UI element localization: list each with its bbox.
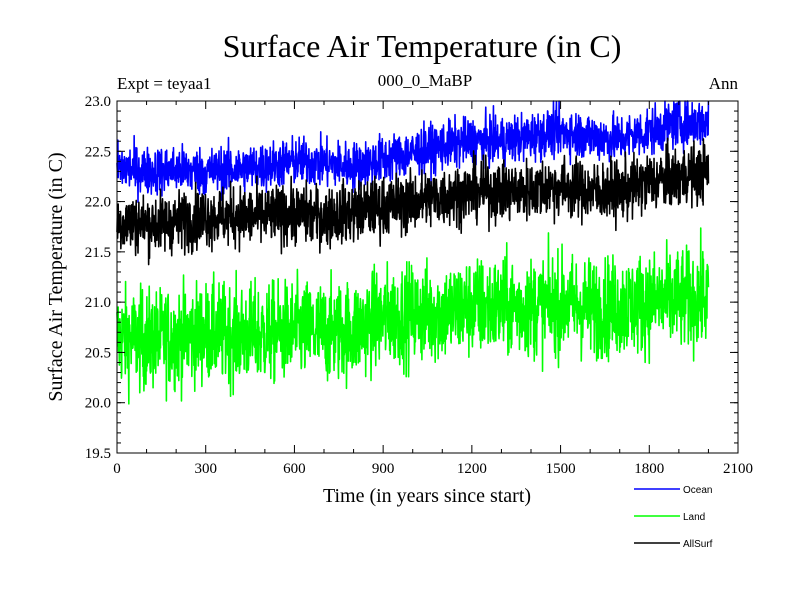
y-tick-label: 19.5 <box>85 446 111 462</box>
x-tick-label: 900 <box>372 461 395 477</box>
y-axis-label: Surface Air Temperature (in C) <box>45 152 67 401</box>
y-tick-label: 22.5 <box>85 144 111 160</box>
series-layer <box>116 100 710 405</box>
plot-frame <box>116 100 739 454</box>
series-line-land <box>116 227 710 405</box>
y-tick-label: 20.0 <box>85 396 111 412</box>
x-axis-label: Time (in years since start) <box>323 485 531 507</box>
legend: Ocean Land AllSurf <box>634 485 713 550</box>
x-tick-label: 1800 <box>634 461 664 477</box>
y-tick-label: 21.5 <box>85 245 111 261</box>
y-tick-label: 23.0 <box>85 94 111 110</box>
chart-title: Surface Air Temperature (in C) <box>223 28 622 64</box>
period-label: 000_0_MaBP <box>378 71 472 90</box>
experiment-label: Expt = teyaa1 <box>117 74 212 93</box>
x-tick-label: 0 <box>113 461 121 477</box>
season-label: Ann <box>709 74 739 93</box>
x-tick-label: 600 <box>283 461 306 477</box>
y-tick-label: 22.0 <box>85 195 111 211</box>
x-tick-label: 2100 <box>723 461 753 477</box>
x-tick-label: 1500 <box>546 461 576 477</box>
legend-label-ocean: Ocean <box>683 485 712 496</box>
series-line-ocean <box>116 100 710 203</box>
legend-label-allsurf: AllSurf <box>683 539 713 550</box>
y-tick-label: 21.0 <box>85 295 111 311</box>
axes-layer: 0 300 600 900 1200 1500 1800 2100 19.5 20.0 20.5 21… <box>85 94 753 477</box>
x-tick-label: 1200 <box>457 461 487 477</box>
y-tick-label: 20.5 <box>85 345 111 361</box>
series-line-allsurf <box>116 137 710 266</box>
x-tick-label: 300 <box>194 461 217 477</box>
legend-label-land: Land <box>683 512 705 523</box>
